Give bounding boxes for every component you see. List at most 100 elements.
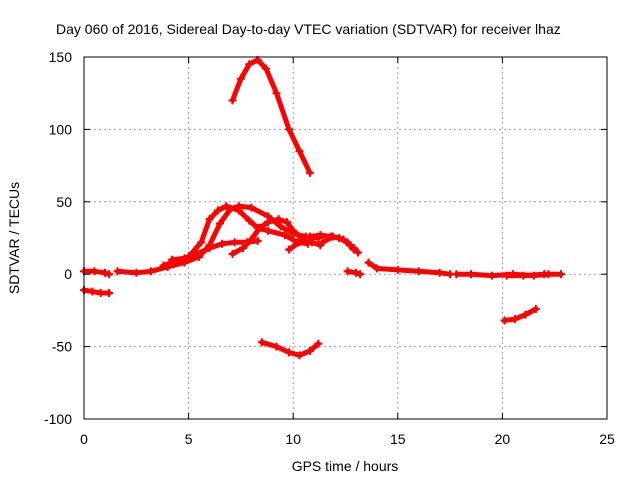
data-point <box>215 219 224 228</box>
data-point <box>238 244 247 253</box>
data-point <box>295 147 304 156</box>
x-tick-label: 5 <box>185 431 193 447</box>
data-point <box>132 268 141 277</box>
x-tick-label: 15 <box>390 431 406 447</box>
data-point <box>467 270 476 279</box>
data-point <box>314 339 323 348</box>
data-point <box>255 223 264 232</box>
data-point <box>308 238 317 247</box>
x-tick-label: 10 <box>285 431 301 447</box>
data-point <box>167 255 176 264</box>
y-tick-label: 150 <box>49 49 73 65</box>
data-point <box>90 267 99 276</box>
data-point <box>264 226 273 235</box>
data-point <box>100 268 109 277</box>
y-tick-label: 50 <box>56 194 72 210</box>
data-point <box>245 216 254 225</box>
data-point <box>521 310 530 319</box>
data-point <box>349 245 358 254</box>
data-point <box>257 338 266 347</box>
series-layer <box>80 55 565 360</box>
data-point <box>247 235 256 244</box>
data-point <box>96 289 105 298</box>
series-arc-late-2 <box>504 271 564 279</box>
data-point <box>228 249 237 258</box>
data-point <box>285 348 294 357</box>
data-point <box>247 203 256 212</box>
series-arc-neg-evening <box>502 306 539 323</box>
data-point <box>316 231 325 240</box>
data-point <box>435 268 444 277</box>
data-point <box>328 232 337 241</box>
data-point <box>305 346 314 355</box>
data-point <box>364 258 373 267</box>
x-axis-label: GPS time / hours <box>292 458 399 474</box>
data-point <box>276 222 285 231</box>
data-point <box>236 74 245 83</box>
x-tick-label: 0 <box>80 431 88 447</box>
data-point <box>274 215 283 224</box>
series-arc-rise-a <box>115 203 321 276</box>
data-point <box>540 270 549 279</box>
data-point <box>305 232 314 241</box>
plot-frame <box>83 56 608 420</box>
data-point <box>285 245 294 254</box>
data-point <box>197 238 206 247</box>
x-tick-label: 25 <box>599 431 615 447</box>
data-point <box>272 342 281 351</box>
data-point <box>510 315 519 324</box>
data-point <box>213 206 222 215</box>
data-point <box>289 226 298 235</box>
y-axis-label: SDTVAR / TECUs <box>6 182 22 294</box>
x-tick-label: 20 <box>495 431 511 447</box>
data-point <box>354 248 363 257</box>
data-point <box>318 238 327 247</box>
data-point <box>113 267 122 276</box>
data-point <box>356 270 365 279</box>
data-point <box>228 96 237 105</box>
data-point <box>414 267 423 276</box>
chart-title: Day 060 of 2016, Sidereal Day-to-day VTE… <box>56 21 561 37</box>
data-point <box>180 254 189 263</box>
data-point <box>105 289 114 298</box>
y-tick-label: 100 <box>49 121 73 137</box>
data-point <box>105 270 114 279</box>
data-point <box>487 271 496 280</box>
data-point <box>531 304 540 313</box>
data-point <box>282 218 291 227</box>
data-point <box>205 244 214 253</box>
data-point <box>500 316 509 325</box>
data-point <box>218 239 227 248</box>
data-point <box>502 271 511 280</box>
data-point <box>272 89 281 98</box>
series-arc-neg-morning <box>81 287 112 296</box>
data-point <box>88 287 97 296</box>
data-point <box>192 249 201 258</box>
data-point <box>452 270 461 279</box>
y-tick-label: -50 <box>52 339 72 355</box>
data-point <box>253 236 262 245</box>
y-tick-label: 0 <box>64 266 72 282</box>
data-point <box>343 267 352 276</box>
data-point <box>234 206 243 215</box>
data-point <box>230 238 239 247</box>
data-point <box>295 351 304 360</box>
data-point <box>393 265 402 274</box>
y-tick-label: -100 <box>44 411 72 427</box>
data-point <box>519 271 528 280</box>
data-point <box>205 215 214 224</box>
data-point <box>264 218 273 227</box>
data-point <box>280 231 289 240</box>
data-point <box>262 64 271 73</box>
data-point <box>345 241 354 250</box>
data-point <box>339 235 348 244</box>
data-point <box>556 270 565 279</box>
data-point <box>285 125 294 134</box>
data-point <box>146 267 155 276</box>
data-point <box>159 261 168 270</box>
data-point <box>351 268 360 277</box>
tick-layer: 0 5 10 15 20 25 -100 -50 0 50 100 150 <box>44 49 615 447</box>
data-point <box>372 264 381 273</box>
